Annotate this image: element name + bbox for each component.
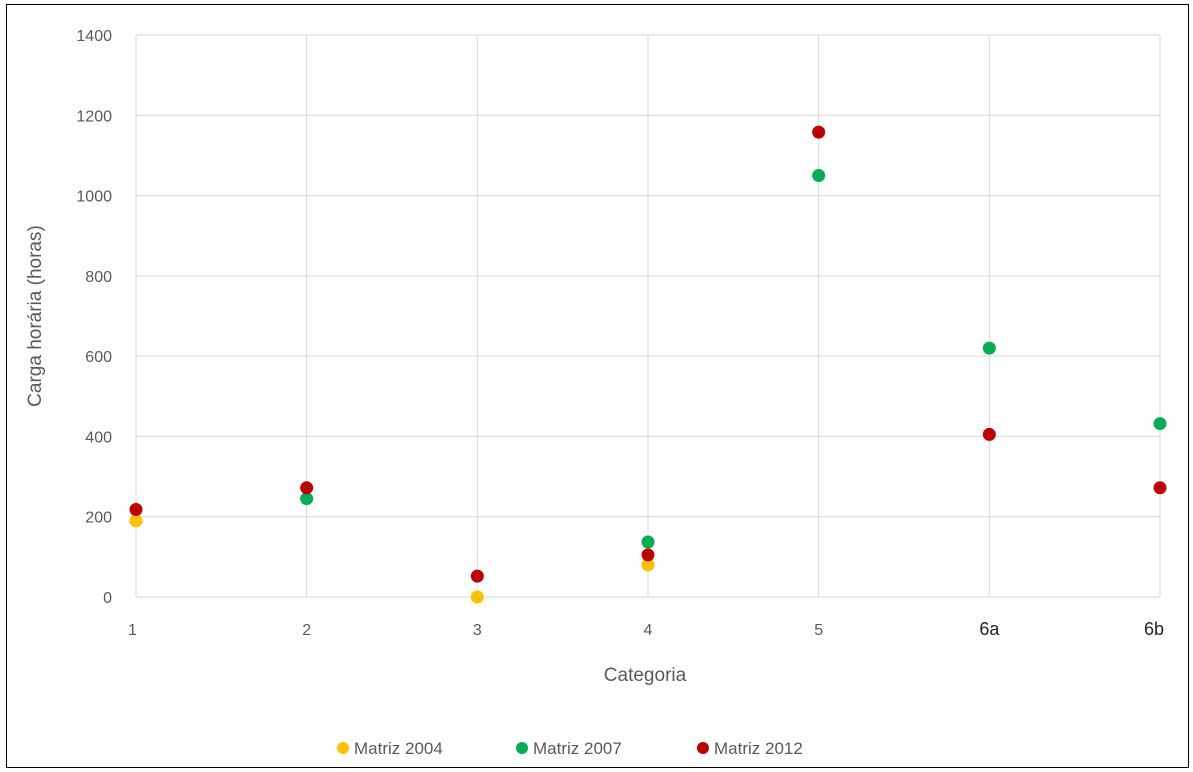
legend-item: Matriz 2004 [337,739,443,758]
x-tick-label: 5 [814,622,823,639]
data-point [641,548,655,562]
legend-item: Matriz 2007 [516,739,622,758]
legend: Matriz 2004 Matriz 2007 Matriz 2012 [337,739,803,758]
data-point [812,169,826,182]
x-tick-label: 6b [1144,619,1164,639]
legend-marker [697,742,709,754]
legend-marker [516,742,528,754]
x-tick-labels: 1 2 3 4 5 6a 6b [128,619,1164,639]
y-tick-labels: 0 200 400 600 800 1000 1200 1400 [76,28,112,607]
x-tick-label: 3 [473,622,482,639]
data-point [1153,481,1167,495]
data-point [1153,417,1167,431]
y-axis-title: Carga horária (horas) [25,225,46,407]
y-tick-label: 1000 [76,189,112,206]
legend-marker [337,742,349,754]
legend-item: Matriz 2012 [697,739,803,758]
x-tick-label: 6a [979,619,1000,639]
data-point [982,427,996,441]
x-tick-label: 1 [128,622,137,639]
data-point [129,502,143,516]
data-point [641,558,655,572]
grid-lines [135,34,1161,598]
legend-label: Matriz 2007 [533,739,622,758]
data-point [982,341,996,355]
data-point [300,492,314,506]
legend-label: Matriz 2012 [714,739,803,758]
y-tick-label: 400 [85,429,112,446]
y-tick-label: 200 [85,510,112,527]
data-point [470,569,484,583]
y-tick-label: 0 [103,590,112,607]
data-points [129,125,1167,604]
x-axis-title: Categoria [604,665,687,686]
legend-label: Matriz 2004 [354,739,443,758]
data-point [641,535,655,549]
data-point [129,514,143,528]
chart-frame [6,4,1189,768]
y-tick-label: 1200 [76,108,112,125]
data-point [300,481,314,495]
y-tick-label: 600 [85,349,112,366]
x-tick-label: 2 [302,622,311,639]
y-tick-label: 1400 [76,28,112,45]
data-point [812,125,826,139]
data-point [470,590,484,604]
x-tick-label: 4 [644,622,653,639]
y-tick-label: 800 [85,269,112,286]
